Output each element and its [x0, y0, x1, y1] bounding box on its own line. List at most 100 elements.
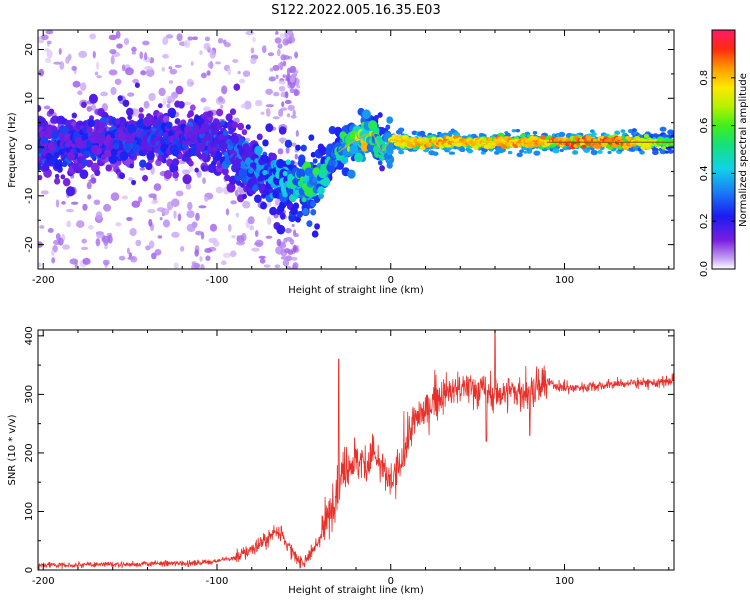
spectrogram-ridge-cell [138, 107, 144, 113]
spectrogram-noise-blob [250, 57, 257, 65]
spectrogram-noise-blob [131, 46, 137, 53]
spectrogram-ridge-cell [659, 149, 667, 155]
spectrogram-noise-blob [108, 69, 118, 76]
spectrogram-noise-blob [274, 37, 282, 44]
spectrogram-ridge-cell [262, 139, 269, 147]
spectrogram-noise-blob [72, 80, 81, 88]
spectrogram-noise-blob [295, 130, 299, 137]
spectrogram-noise-blob [71, 65, 77, 71]
spectrogram-ridge-cell [217, 133, 225, 142]
spectrogram-ridge-cell [300, 144, 307, 152]
spectrogram-ridge-cell [614, 130, 621, 136]
spectrogram-noise-blob [151, 199, 159, 204]
spectrogram-ridge-cell [157, 131, 163, 137]
spectrogram-noise-blob [266, 201, 272, 208]
spectrogram-ridge-cell [514, 136, 520, 140]
spectrogram-ridge-cell [552, 148, 560, 154]
spectrogram-noise-blob [190, 61, 194, 66]
spectrogram-noise-blob [168, 80, 174, 84]
spectrogram-ridge-cell [276, 224, 286, 235]
spectrogram-ridge-cell [466, 148, 474, 154]
spectrogram-noise-blob [289, 75, 296, 83]
spectrogram-ridge-cell [145, 162, 153, 171]
spectrogram-ridge-cell [282, 170, 288, 177]
spectrogram-ridge-cell [81, 159, 88, 166]
spectrogram-ridge-cell [295, 144, 301, 151]
spectrogram-ridge-cell [192, 124, 200, 132]
spectrogram-ridge-cell [98, 127, 104, 134]
spectrogram-noise-blob [121, 64, 126, 72]
colorbar: 0.0 0.2 0.4 0.6 0.8 Normalized spectral ampl… [699, 29, 749, 277]
spectrogram-ridge-cell [532, 131, 538, 135]
spectrogram-noise-blob [289, 65, 296, 74]
spectrogram-y-tick-label: -10 [24, 188, 35, 204]
spectrogram-ridge-cell [203, 165, 209, 172]
spectrogram-noise-blob [118, 255, 126, 261]
spectrogram-noise-blob [277, 148, 284, 155]
spectrogram-noise-blob [263, 264, 271, 268]
spectrogram-noise-blob [38, 262, 42, 268]
spectrogram-ridge-cell [223, 151, 229, 158]
snr-series-line [38, 330, 674, 570]
spectrogram-ridge-cell [129, 163, 134, 169]
spectrogram-noise-blob [240, 103, 247, 109]
spectrogram-ridge-cell [169, 112, 176, 119]
spectrogram-ridge-cell [291, 207, 297, 214]
spectrogram-noise-blob [236, 235, 240, 242]
spectrogram-noise-blob [168, 66, 173, 70]
spectrogram-ridge-cell [131, 179, 137, 186]
spectrogram-ridge-cell [242, 143, 250, 151]
spectrogram-noise-blob [221, 85, 228, 95]
spectrogram-noise-blob [217, 96, 224, 103]
spectrogram-ridge-cell [210, 141, 217, 148]
spectrogram-noise-blob [61, 201, 66, 205]
spectrogram-noise-blob [289, 88, 295, 94]
spectrogram-noise-blob [96, 75, 102, 79]
spectrogram-ridge-cell [276, 158, 285, 169]
spectrogram-ridge-cell [652, 150, 659, 156]
spectrogram-ridge-cell [581, 136, 586, 140]
spectrogram-ridge-cell [296, 168, 306, 179]
spectrogram-ridge-cell [269, 206, 278, 216]
spectrogram-noise-blob [126, 216, 133, 222]
spectrogram-noise-blob [116, 43, 123, 49]
spectrogram-noise-blob [268, 76, 276, 82]
spectrogram-noise-blob [261, 45, 267, 54]
spectrogram-noise-blob [58, 47, 62, 55]
spectrogram-ridge-cell [54, 177, 61, 185]
spectrogram-noise-blob [244, 137, 251, 142]
spectrogram-noise-blob [173, 210, 177, 219]
spectrogram-noise-blob [277, 62, 283, 68]
spectrogram-noise-blob [137, 196, 143, 203]
figure-title: S122.2022.005.16.35.E03 [271, 3, 440, 18]
spectrogram-ridge-cell [251, 177, 257, 184]
spectrogram-noise-blob [285, 146, 290, 154]
spectrogram-noise-blob [227, 67, 232, 76]
spectrogram-noise-blob [157, 235, 163, 239]
spectrogram-ridge-cell [374, 135, 384, 146]
spectrogram-noise-blob [251, 247, 260, 252]
spectrogram-ridge-cell [459, 147, 466, 153]
spectrogram-noise-blob [135, 239, 142, 247]
spectrogram-noise-blob [215, 186, 224, 194]
spectrogram-noise-blob [278, 85, 286, 92]
spectrogram-ridge-cell [505, 132, 512, 138]
spectrogram-ridge-cell [105, 164, 113, 172]
spectrogram-noise-blob [171, 231, 180, 238]
spectrogram-ridge-cell [581, 144, 587, 149]
spectrogram-ridge-cell [194, 167, 199, 173]
spectrogram-ridge-cell [590, 147, 595, 151]
spectrogram-ridge-cell [71, 112, 78, 119]
spectrogram-ridge-cell [205, 133, 212, 141]
spectrogram-noise-blob [94, 71, 99, 76]
spectrogram-noise-blob [286, 113, 291, 118]
spectrogram-noise-blob [144, 65, 153, 71]
spectrogram-noise-blob [191, 262, 200, 269]
spectrogram-ridge-cell [175, 85, 184, 95]
spectrogram-ridge-cell [108, 153, 118, 164]
spectrogram-ridge-cell [432, 151, 439, 156]
spectrogram-ridge-cell [262, 188, 270, 196]
spectrogram-ridge-cell [90, 177, 97, 184]
spectrogram-noise-blob [259, 258, 266, 264]
spectrogram-noise-blob [156, 207, 166, 212]
